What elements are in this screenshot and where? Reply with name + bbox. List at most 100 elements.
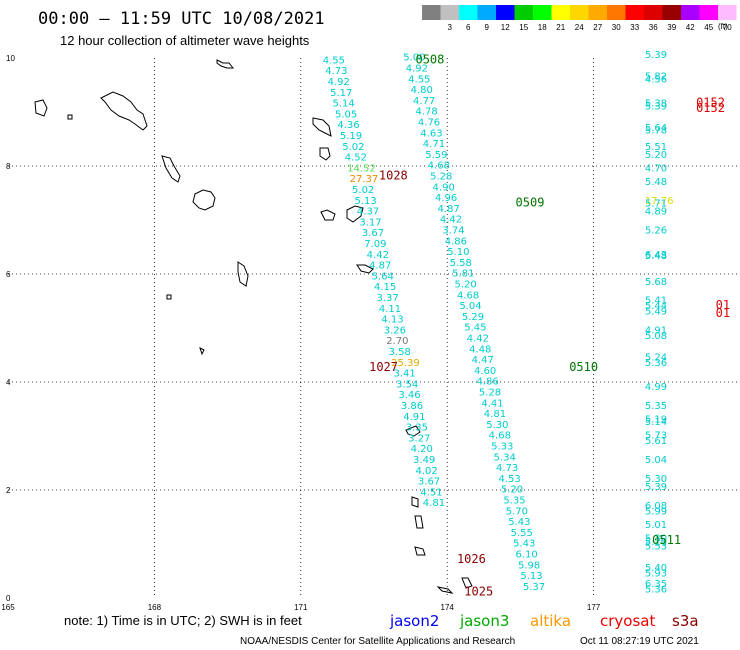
wave-height-value: 4.77 bbox=[413, 96, 435, 107]
island-outlines bbox=[34, 59, 473, 594]
wave-height-value: 4.91 bbox=[645, 325, 667, 336]
wave-height-value: 4.78 bbox=[415, 107, 437, 118]
wave-height-value: 5.78 bbox=[645, 126, 667, 137]
satellite-label: cryosat bbox=[600, 612, 655, 630]
wave-height-value: 5.48 bbox=[645, 251, 667, 262]
wave-height-value: 5.70 bbox=[506, 506, 528, 517]
wave-height-value: 5.36 bbox=[645, 358, 667, 369]
wave-height-value: 5.73 bbox=[645, 431, 667, 442]
legend-label: 6 bbox=[466, 23, 471, 32]
legend-label: 39 bbox=[667, 23, 676, 32]
wave-height-value: 4.91 bbox=[403, 412, 425, 423]
wave-height-value: 5.08 bbox=[645, 331, 667, 342]
wave-height-value: 2.70 bbox=[386, 336, 408, 347]
x-tick-label: 177 bbox=[587, 603, 601, 612]
wave-height-value: 4.55 bbox=[323, 55, 345, 66]
legend-label: 45 bbox=[704, 23, 713, 32]
island-outline bbox=[414, 546, 426, 556]
wave-height-value: 4.55 bbox=[408, 74, 430, 85]
x-tick-label: 171 bbox=[294, 603, 308, 612]
wave-height-value: 4.73 bbox=[496, 463, 518, 474]
wave-height-value: 5.04 bbox=[459, 301, 481, 312]
wave-height-value: 4.53 bbox=[498, 474, 520, 485]
wave-height-value: 5.43 bbox=[508, 517, 530, 528]
legend-swatch bbox=[607, 5, 626, 20]
wave-height-value: 4.89 bbox=[645, 207, 667, 218]
island-outline bbox=[405, 425, 421, 437]
wave-height-value: 3.49 bbox=[413, 455, 435, 466]
pass-time-label: 1025 bbox=[464, 584, 493, 598]
pass-time-label: 0152 bbox=[696, 101, 725, 115]
wave-height-value: 5.10 bbox=[447, 247, 469, 258]
wave-height-value: 3.35 bbox=[406, 423, 428, 434]
wave-height-value: 7.09 bbox=[364, 239, 386, 250]
wave-height-value: 4.96 bbox=[435, 193, 457, 204]
pass-time-label: 01 bbox=[716, 306, 730, 320]
wave-height-value: 4.60 bbox=[474, 366, 496, 377]
x-tick-label: 165 bbox=[1, 603, 15, 612]
wave-height-value: 5.20 bbox=[645, 150, 667, 161]
wave-height-value: 5.14 bbox=[645, 417, 667, 428]
wave-height-value: 5.14 bbox=[333, 99, 355, 110]
wave-height-value: 5.30 bbox=[486, 420, 508, 431]
island-outline bbox=[346, 205, 364, 223]
legend-label: 70 bbox=[723, 23, 732, 32]
wave-height-value: 3.37 bbox=[376, 293, 398, 304]
y-tick-label: 4 bbox=[6, 378, 11, 387]
wave-height-value: 3.86 bbox=[401, 401, 423, 412]
wave-height-value: 4.52 bbox=[345, 153, 367, 164]
wave-height-value: 5.71 bbox=[645, 199, 667, 210]
wave-height-value: 3.74 bbox=[442, 226, 464, 237]
wave-height-value: 5.44 bbox=[645, 301, 667, 312]
island-outline bbox=[436, 586, 454, 594]
legend-swatch bbox=[459, 5, 478, 20]
wave-height-value: 5.10 bbox=[645, 537, 667, 548]
wave-height-value: 4.41 bbox=[481, 398, 503, 409]
wave-height-value: 5.28 bbox=[430, 172, 452, 183]
wave-height-value: 4.73 bbox=[325, 66, 347, 77]
wave-height-value: 5.20 bbox=[455, 280, 477, 291]
legend-unit: (ft) bbox=[718, 22, 728, 31]
track-0509: 5.004.924.554.804.774.784.764.634.715.59… bbox=[403, 53, 501, 399]
wave-height-value: 5.38 bbox=[645, 99, 667, 110]
satellite-label: jason3 bbox=[459, 612, 509, 630]
pass-time-label: 1028 bbox=[379, 169, 408, 183]
wave-height-value: 4.70 bbox=[645, 163, 667, 174]
legend-label: 42 bbox=[686, 23, 695, 32]
wave-height-value: 5.41 bbox=[645, 296, 667, 307]
island-outline bbox=[100, 91, 148, 131]
wave-height-value: 4.15 bbox=[374, 282, 396, 293]
wave-height-value: 4.56 bbox=[645, 74, 667, 85]
pass-labels: 0508 1028 0509 1027 0510 1026 0511 1025 01520152… bbox=[369, 52, 730, 598]
wave-height-value: 5.39 bbox=[645, 101, 667, 112]
wave-height-value: 4.80 bbox=[411, 85, 433, 96]
pass-time-label: 0508 bbox=[415, 52, 444, 66]
wave-height-value: 5.13 bbox=[354, 196, 376, 207]
island-outline bbox=[414, 515, 424, 529]
island-outline bbox=[192, 189, 216, 211]
legend-label: 24 bbox=[575, 23, 584, 32]
track-1028: 4.554.734.925.175.145.054.365.195.024.52… bbox=[323, 55, 406, 336]
wave-height-value: 4.92 bbox=[328, 77, 350, 88]
wave-height-value: 5.35 bbox=[645, 401, 667, 412]
wave-height-value: 5.68 bbox=[645, 277, 667, 288]
wave-height-value: 5.37 bbox=[523, 582, 545, 593]
wave-height-value: 5.39 bbox=[645, 50, 667, 61]
track-0152: 5.395.824.565.385.395.645.785.515.204.70… bbox=[645, 50, 674, 596]
wave-height-value: 5.05 bbox=[335, 109, 357, 120]
wave-height-value: 5.00 bbox=[403, 53, 425, 64]
wave-height-value: 5.35 bbox=[503, 496, 525, 507]
island-outline bbox=[67, 114, 73, 120]
wave-height-value: 6.43 bbox=[645, 250, 667, 261]
wave-height-value: 4.47 bbox=[472, 355, 494, 366]
x-axis-ticks: 165 168 171 174 177 bbox=[1, 603, 600, 612]
wave-height-value: 5.64 bbox=[372, 271, 394, 282]
wave-height-value: 5.26 bbox=[645, 226, 667, 237]
y-tick-label: 0 bbox=[6, 594, 11, 603]
wave-height-value: 5.29 bbox=[462, 312, 484, 323]
satellite-label: s3a bbox=[672, 612, 699, 630]
legend-swatch bbox=[440, 5, 459, 20]
x-tick-label: 168 bbox=[148, 603, 162, 612]
legend-swatch bbox=[551, 5, 570, 20]
wave-height-value: 3.67 bbox=[418, 477, 440, 488]
